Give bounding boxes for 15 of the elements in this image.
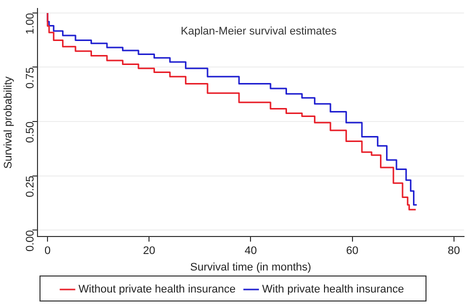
text: Kaplan-Meier survival estimates	[180, 26, 338, 38]
y-tick-label: 0.50	[24, 122, 36, 143]
y-tick-label: 0.25	[24, 176, 36, 198]
x-tick-label: 0	[44, 245, 51, 258]
y-tick-label: 0.75	[24, 67, 36, 89]
x-tick-label: 40	[244, 245, 257, 258]
legend-label: With private health insurance	[262, 284, 404, 296]
x-tick-label: 80	[448, 245, 460, 258]
legend-label: Without private health insurance	[78, 284, 236, 296]
x-tick-label: 20	[143, 245, 156, 258]
x-tick-label: 60	[346, 245, 358, 258]
y-tick-label: 0.00	[24, 230, 36, 252]
y-tick-label: 1.00	[24, 12, 36, 34]
y-axis-title: Survival probability	[2, 76, 15, 169]
x-axis-title: Survival time (in months)	[190, 261, 312, 274]
